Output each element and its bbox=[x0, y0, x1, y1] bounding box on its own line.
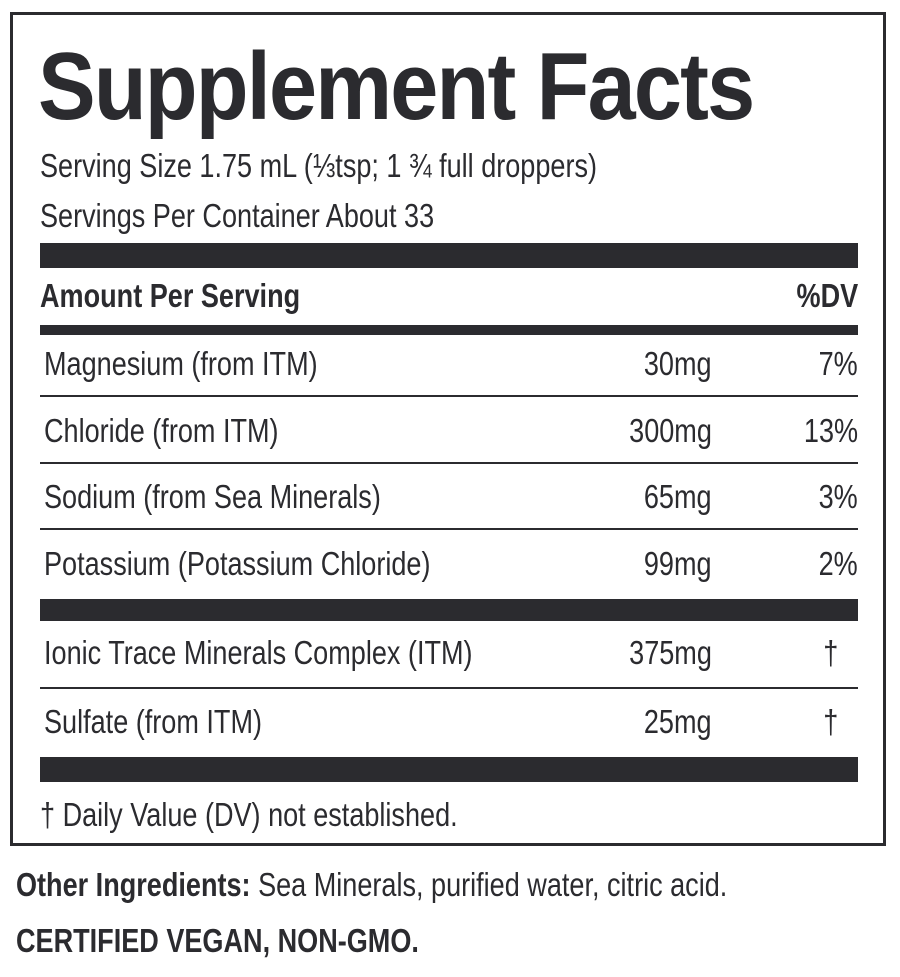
nutrient-dv: 3% bbox=[818, 478, 858, 515]
servings-per-container: Servings Per Container About 33 bbox=[40, 197, 435, 234]
nutrient-amount: 99mg bbox=[644, 545, 712, 582]
other-ingredients-label: Other Ingredients: bbox=[16, 866, 251, 903]
table-row: Sodium (from Sea Minerals) 65mg 3% bbox=[40, 472, 858, 522]
medium-divider bbox=[40, 325, 858, 335]
nutrient-amount: 30mg bbox=[644, 345, 712, 382]
table-row: Potassium (Potassium Chloride) 99mg 2% bbox=[40, 539, 858, 589]
serving-size: Serving Size 1.75 mL (⅓tsp; 1 ¾ full dro… bbox=[40, 147, 598, 184]
header-row: Amount Per Serving %DV bbox=[40, 271, 858, 321]
amount-per-serving-label: Amount Per Serving bbox=[40, 277, 301, 314]
row-divider bbox=[40, 528, 858, 530]
nutrient-dv: 13% bbox=[803, 412, 858, 449]
other-ingredients: Other Ingredients: Sea Minerals, purifie… bbox=[16, 862, 727, 908]
certification-statement: CERTIFIED VEGAN, NON-GMO. bbox=[16, 922, 419, 959]
nutrient-name: Magnesium (from ITM) bbox=[44, 345, 318, 382]
table-row: Magnesium (from ITM) 30mg 7% bbox=[40, 339, 858, 389]
supplement-facts-panel: Supplement Facts Serving Size 1.75 mL (⅓… bbox=[10, 12, 886, 846]
row-divider bbox=[40, 687, 858, 689]
nutrient-amount: 300mg bbox=[629, 412, 712, 449]
thick-divider bbox=[40, 599, 858, 621]
table-row: Chloride (from ITM) 300mg 13% bbox=[40, 406, 858, 456]
thick-divider bbox=[40, 757, 858, 782]
nutrient-amount: 25mg bbox=[644, 703, 712, 740]
row-divider bbox=[40, 395, 858, 397]
nutrient-name: Potassium (Potassium Chloride) bbox=[44, 545, 431, 582]
thick-divider bbox=[40, 243, 858, 268]
nutrient-dv: 7% bbox=[818, 345, 858, 382]
nutrient-name: Chloride (from ITM) bbox=[44, 412, 279, 449]
nutrient-amount: 375mg bbox=[629, 634, 712, 671]
row-divider bbox=[40, 462, 858, 464]
table-row: Ionic Trace Minerals Complex (ITM) 375mg… bbox=[40, 628, 858, 678]
nutrient-name: Ionic Trace Minerals Complex (ITM) bbox=[44, 634, 473, 671]
nutrient-dv: † bbox=[822, 703, 838, 740]
nutrient-name: Sodium (from Sea Minerals) bbox=[44, 478, 381, 515]
other-ingredients-text: Sea Minerals, purified water, citric aci… bbox=[250, 866, 728, 903]
panel-title: Supplement Facts bbox=[38, 33, 755, 140]
dv-footnote: † Daily Value (DV) not established. bbox=[40, 796, 458, 833]
table-row: Sulfate (from ITM) 25mg † bbox=[40, 697, 858, 747]
nutrient-name: Sulfate (from ITM) bbox=[44, 703, 263, 740]
nutrient-dv: † bbox=[822, 634, 838, 671]
nutrient-dv: 2% bbox=[818, 545, 858, 582]
nutrient-amount: 65mg bbox=[644, 478, 712, 515]
dv-header-label: %DV bbox=[796, 277, 858, 314]
